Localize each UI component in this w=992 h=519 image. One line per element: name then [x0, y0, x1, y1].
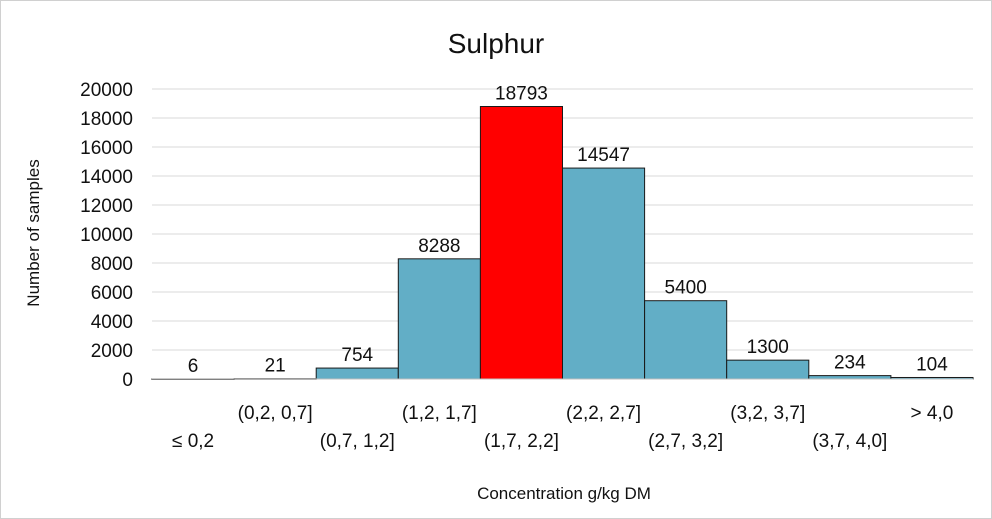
data-label: 14547	[577, 145, 630, 166]
data-label: 234	[834, 353, 866, 374]
y-tick-label: 4000	[91, 312, 133, 333]
y-tick-label: 10000	[80, 225, 133, 246]
y-tick-label: 0	[122, 370, 133, 391]
chart-title: Sulphur	[448, 28, 545, 59]
x-tick-label: (2,2, 2,7]	[566, 403, 641, 424]
data-label: 21	[265, 356, 286, 377]
data-labels: 6 21 754 8288 18793 14547 5400 1300 234 104	[188, 84, 948, 377]
y-axis-ticks: 0 2000 4000 6000 8000 10000 12000 14000 16000 180…	[80, 80, 133, 391]
x-tick-label: (3,7, 4,0]	[812, 431, 887, 452]
bar	[397, 258, 481, 380]
x-tick-label: (3,2, 3,7]	[730, 403, 805, 424]
y-tick-label: 12000	[80, 196, 133, 217]
y-tick-label: 6000	[91, 283, 133, 304]
y-tick-label: 20000	[80, 80, 133, 101]
x-tick-label: (0,7, 1,2]	[320, 431, 395, 452]
x-tick-label: > 4,0	[911, 403, 954, 424]
y-tick-label: 8000	[91, 254, 133, 275]
y-tick-label: 2000	[91, 341, 133, 362]
x-axis-title: Concentration g/kg DM	[477, 484, 651, 503]
bars	[151, 106, 974, 380]
x-axis-ticks: ≤ 0,2 (0,2, 0,7] (0,7, 1,2] (1,2, 1,7] (1,7,…	[172, 403, 953, 452]
y-tick-label: 14000	[80, 167, 133, 188]
data-label: 104	[916, 354, 948, 375]
data-label: 6	[188, 356, 199, 377]
y-tick-label: 18000	[80, 109, 133, 130]
y-axis-title: Number of samples	[24, 159, 43, 306]
data-label: 8288	[418, 236, 460, 257]
bar	[644, 300, 728, 380]
x-tick-label: ≤ 0,2	[172, 431, 214, 452]
bar	[726, 359, 810, 380]
data-label: 754	[341, 345, 373, 366]
data-label: 1300	[747, 337, 789, 358]
bar	[808, 375, 892, 380]
bar	[315, 367, 399, 380]
data-label: 5400	[665, 278, 707, 299]
bar	[562, 167, 646, 380]
x-tick-label: (1,2, 1,7]	[402, 403, 477, 424]
data-label: 18793	[495, 84, 548, 105]
y-tick-label: 16000	[80, 138, 133, 159]
x-tick-label: (0,2, 0,7]	[238, 403, 313, 424]
x-tick-label: (2,7, 3,2]	[648, 431, 723, 452]
bar	[479, 106, 563, 380]
x-tick-label: (1,7, 2,2]	[484, 431, 559, 452]
